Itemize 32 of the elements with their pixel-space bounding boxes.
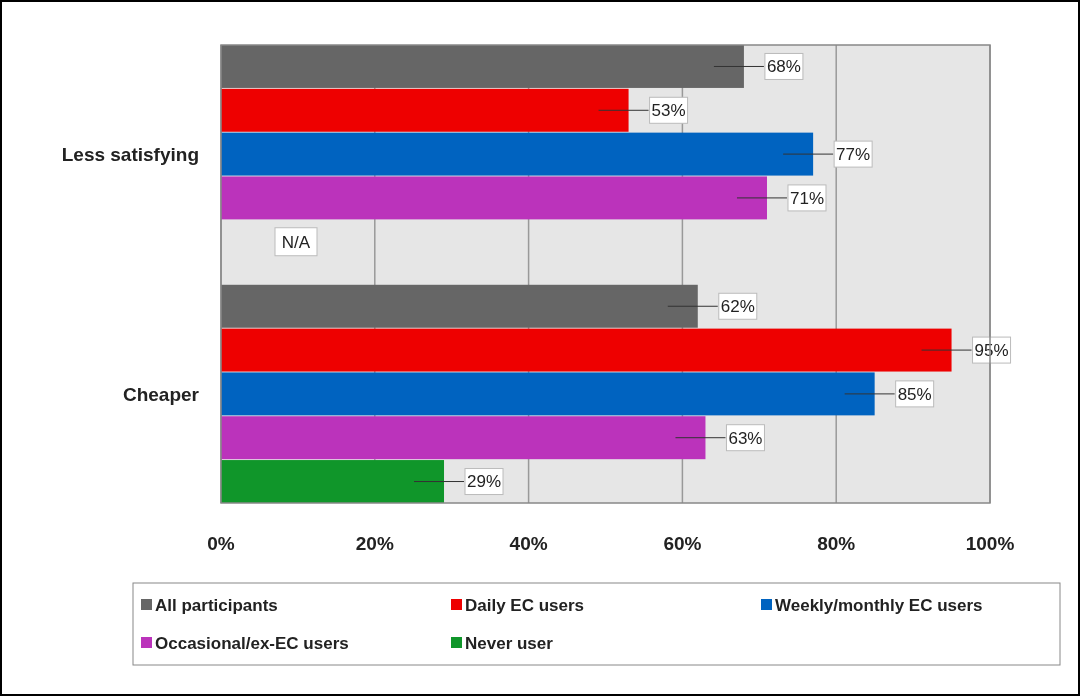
legend-label: Daily EC users <box>465 595 585 615</box>
y-tick-label: Cheaper <box>122 383 200 405</box>
data-label: 29% <box>466 472 502 492</box>
data-label: 62% <box>720 297 755 317</box>
legend-label: All participants <box>155 595 278 615</box>
x-tick-label: 100% <box>965 533 1015 554</box>
x-tick-label: 20% <box>355 533 394 554</box>
data-label: 71% <box>789 188 825 208</box>
data-label: 63% <box>728 428 763 448</box>
data-label: 95% <box>974 341 1009 361</box>
legend-label: Occasional/ex-EC users <box>155 633 349 653</box>
legend-label: Weekly/monthly EC users <box>775 595 983 615</box>
data-label: 68% <box>766 57 801 77</box>
bar <box>221 88 629 132</box>
data-label: 85% <box>897 384 932 404</box>
x-tick-label: 0% <box>207 533 235 554</box>
bar <box>221 460 445 503</box>
data-label: 53% <box>651 101 686 121</box>
bar <box>221 372 875 416</box>
bar <box>221 176 767 220</box>
data-label: 77% <box>836 145 871 165</box>
bar <box>221 132 814 176</box>
x-tick-label: 60% <box>663 533 702 554</box>
bar <box>221 45 744 88</box>
bar <box>221 328 952 372</box>
legend-label: Never user <box>465 633 554 653</box>
annotation: N/A <box>281 232 311 252</box>
x-tick-label: 40% <box>509 533 548 554</box>
y-tick-label: Less satisfying <box>61 143 199 165</box>
x-tick-label: 80% <box>817 533 856 554</box>
bar <box>221 416 706 460</box>
bar <box>221 284 698 328</box>
